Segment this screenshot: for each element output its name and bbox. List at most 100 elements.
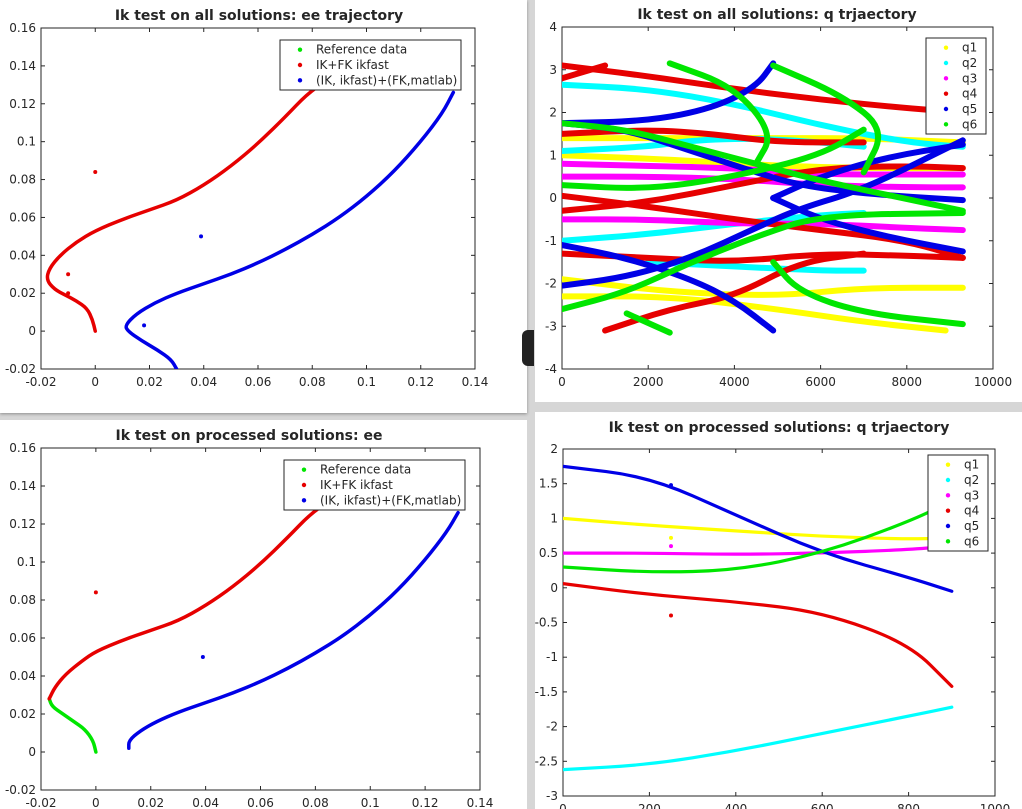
series-line [562,173,966,191]
data-point [142,323,147,328]
legend-marker [943,76,949,81]
legend-marker [297,62,303,68]
plot-area: 0 200 400 600 800 1000 -3 -2.5 -2 -1.5 -1 -0.5 0 0.5 1… [535,442,1010,809]
series-line [563,582,954,688]
legend-label: Reference data [320,463,411,477]
legend-marker [297,47,303,52]
series-line [602,250,867,334]
legend-marker [945,508,951,513]
figure-window-q-processed[interactable]: Ik test on processed solutions: q trjaec… [535,412,1022,809]
y-tick-label: 0.06 [9,210,36,224]
x-tick-label: 0.04 [190,375,217,389]
y-tick-label: 1.5 [539,477,558,491]
legend-marker [945,539,951,544]
legend-marker [945,493,951,498]
chart-q-processed: Ik test on processed solutions: q trjaec… [535,420,1010,809]
legend-marker [943,106,949,112]
series-line [623,310,673,336]
data-point [199,234,204,239]
chart-title: Ik test on processed solutions: q trjaec… [609,420,950,436]
y-tick-label: 0.12 [9,97,36,111]
legend-label: Reference data [316,43,407,57]
legend-marker [945,462,951,467]
series-line [562,276,966,298]
x-tick-label: 0.06 [245,375,272,389]
series-line [770,141,966,201]
window-gap [527,0,535,809]
y-tick-label: -0.02 [5,783,36,797]
series-line [562,250,966,264]
x-tick-label: 0.12 [407,375,434,389]
legend-label: (IK, ikfast)+(FK,matlab) [320,493,461,507]
series-line [124,90,456,369]
legend-box [927,454,989,552]
y-tick-label: 1 [550,511,558,525]
series-line [45,79,328,333]
series-line [562,242,777,334]
figure-window-q-all[interactable]: Ik test on all solutions: q trjaectory 0… [535,0,1022,402]
series-group [563,464,954,772]
y-tick-label: 0.1 [17,135,36,149]
y-tick-label: 0.1 [17,555,36,569]
y-tick-label: -3 [545,319,557,333]
x-tick-label: 0.1 [361,796,380,809]
y-tick-label: 1 [549,148,557,162]
data-point [669,544,673,549]
y-tick-label: 0.5 [539,546,558,560]
series-line [47,499,331,701]
y-tick-label: 0 [549,191,557,205]
window-gap [535,402,1022,412]
x-tick-label: 400 [724,802,747,809]
y-tick-label: -4 [545,362,557,376]
y-tick-label: 0 [550,581,558,595]
series-line [563,705,954,772]
x-tick-label: 200 [638,802,661,809]
legend-marker [943,91,949,96]
series-group [47,499,460,754]
x-tick-label: -0.02 [25,375,56,389]
data-point [93,590,98,595]
data-point [669,613,673,618]
x-tick-label: 6000 [805,375,836,389]
series-line [666,60,771,167]
series-line [770,259,966,328]
legend-marker [945,523,951,529]
legend-marker [943,45,949,50]
x-tick-label: 0.14 [467,796,494,809]
figure-window-ee-processed[interactable]: Ik test on processed solutions: ee -0.02… [0,420,527,809]
window-edge-shadow [522,330,534,366]
x-tick-label: 8000 [892,375,923,389]
y-tick-label: -1 [545,234,557,248]
series-line [770,62,882,176]
series-line [562,126,867,191]
y-tick-label: -2 [545,277,557,291]
legend-label: IK+FK ikfast [316,58,389,72]
legend-box [925,37,987,135]
y-tick-label: 0.04 [9,669,36,683]
x-tick-label: 0.06 [247,796,274,809]
series-line [562,120,966,214]
data-point [66,272,71,277]
y-tick-label: -3 [546,789,558,803]
x-tick-label: 0.04 [192,796,219,809]
y-tick-label: -0.02 [5,362,36,376]
series-line [562,293,949,334]
figure-window-ee-all[interactable]: Ik test on all solutions: ee trajectory … [0,0,527,413]
x-tick-label: 10000 [974,375,1012,389]
y-tick-label: -1.5 [535,685,558,699]
axes-box [562,448,996,797]
legend-label: q2 [964,473,979,487]
x-tick-label: 0.1 [357,375,376,389]
legend-label: q1 [964,458,979,472]
y-tick-label: 0 [28,745,36,759]
x-tick-label: 600 [811,802,834,809]
legend-label: q5 [964,519,979,533]
series-line [563,544,954,556]
series-line [47,697,98,754]
series-line [562,137,966,289]
series-group [45,79,456,369]
